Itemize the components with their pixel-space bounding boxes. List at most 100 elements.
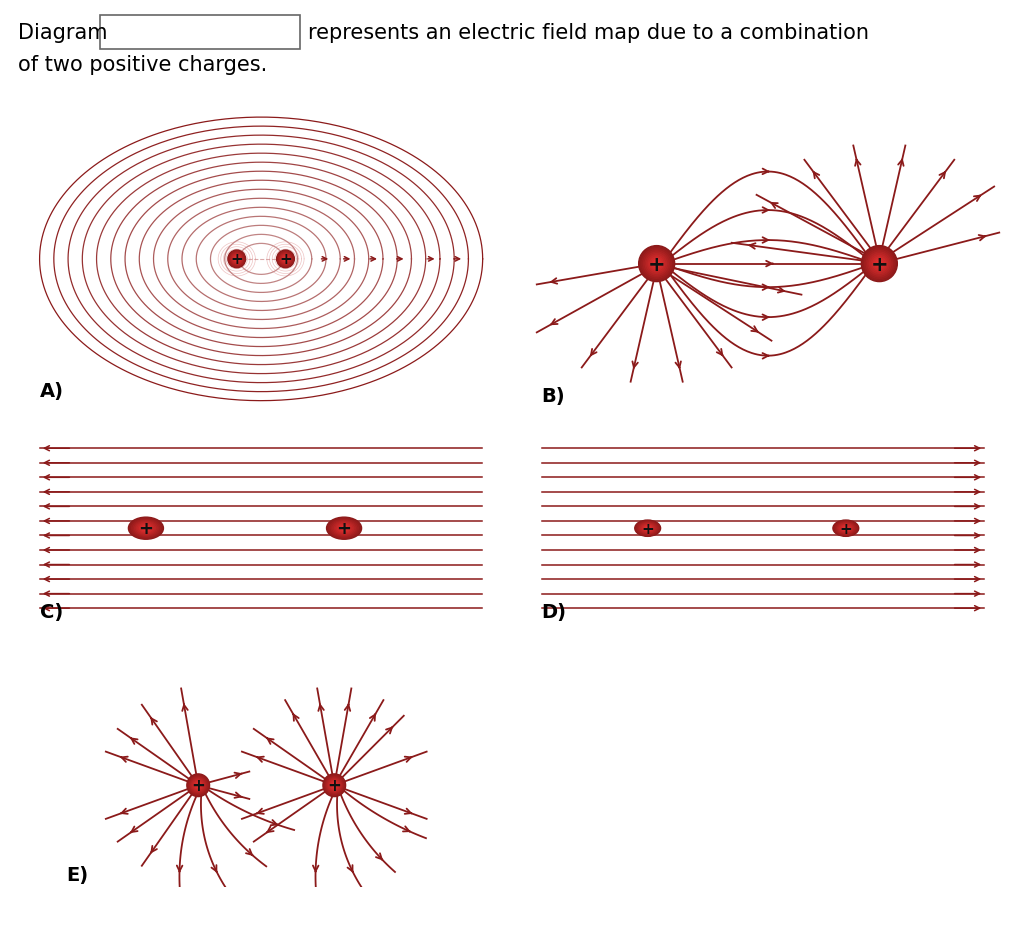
Circle shape bbox=[325, 776, 344, 795]
Circle shape bbox=[198, 784, 200, 786]
Circle shape bbox=[128, 517, 164, 540]
Text: A): A) bbox=[40, 381, 63, 401]
Circle shape bbox=[646, 528, 649, 530]
Circle shape bbox=[231, 254, 243, 265]
Circle shape bbox=[280, 253, 292, 266]
Circle shape bbox=[872, 258, 886, 271]
Circle shape bbox=[839, 524, 853, 533]
Circle shape bbox=[844, 527, 848, 531]
Circle shape bbox=[640, 248, 673, 280]
Circle shape bbox=[868, 253, 891, 276]
Circle shape bbox=[331, 783, 337, 788]
Circle shape bbox=[840, 525, 852, 532]
Circle shape bbox=[195, 782, 203, 789]
Circle shape bbox=[133, 520, 159, 537]
Circle shape bbox=[228, 251, 246, 268]
Circle shape bbox=[877, 261, 883, 267]
Circle shape bbox=[338, 525, 350, 532]
Circle shape bbox=[193, 779, 205, 792]
Circle shape bbox=[647, 255, 667, 274]
Circle shape bbox=[282, 256, 290, 263]
Circle shape bbox=[637, 522, 658, 535]
Circle shape bbox=[341, 527, 347, 531]
Circle shape bbox=[648, 256, 665, 273]
Circle shape bbox=[339, 526, 349, 531]
Circle shape bbox=[866, 251, 893, 278]
Circle shape bbox=[643, 526, 652, 531]
Circle shape bbox=[332, 784, 336, 787]
Circle shape bbox=[863, 248, 896, 280]
Circle shape bbox=[330, 782, 338, 789]
Circle shape bbox=[869, 255, 889, 274]
Circle shape bbox=[196, 783, 202, 788]
Circle shape bbox=[187, 775, 209, 796]
Circle shape bbox=[194, 781, 204, 790]
Circle shape bbox=[635, 520, 660, 537]
Circle shape bbox=[836, 522, 856, 535]
Text: +: + bbox=[230, 252, 243, 267]
Circle shape bbox=[191, 778, 206, 793]
Circle shape bbox=[333, 522, 355, 535]
Circle shape bbox=[645, 527, 650, 531]
Circle shape bbox=[639, 524, 656, 533]
Circle shape bbox=[328, 518, 360, 539]
Circle shape bbox=[335, 523, 353, 534]
Text: represents an electric field map due to a combination: represents an electric field map due to … bbox=[308, 23, 869, 43]
Circle shape bbox=[279, 252, 293, 267]
Circle shape bbox=[328, 779, 340, 792]
Circle shape bbox=[333, 784, 335, 786]
Text: +: + bbox=[328, 776, 341, 795]
Circle shape bbox=[283, 257, 289, 262]
Circle shape bbox=[838, 524, 854, 533]
Text: B): B) bbox=[541, 386, 564, 405]
Circle shape bbox=[643, 251, 670, 278]
Text: +: + bbox=[641, 521, 654, 536]
Circle shape bbox=[329, 781, 339, 790]
Circle shape bbox=[326, 777, 342, 794]
Circle shape bbox=[864, 249, 894, 279]
Text: C): C) bbox=[40, 602, 63, 621]
Circle shape bbox=[229, 252, 244, 267]
Circle shape bbox=[641, 524, 654, 533]
Circle shape bbox=[837, 523, 855, 534]
Text: +: + bbox=[840, 521, 852, 536]
Circle shape bbox=[284, 258, 287, 261]
Text: +: + bbox=[191, 776, 205, 795]
Circle shape bbox=[285, 259, 287, 261]
Circle shape bbox=[330, 519, 358, 538]
Circle shape bbox=[233, 257, 240, 262]
Circle shape bbox=[132, 519, 160, 538]
Text: E): E) bbox=[66, 865, 88, 884]
Circle shape bbox=[653, 261, 659, 267]
Circle shape bbox=[651, 260, 662, 269]
Circle shape bbox=[190, 777, 207, 794]
Circle shape bbox=[642, 249, 672, 279]
Text: +: + bbox=[280, 252, 292, 267]
Circle shape bbox=[639, 246, 675, 282]
Circle shape bbox=[636, 521, 659, 536]
Text: of two positive charges.: of two positive charges. bbox=[18, 55, 267, 75]
FancyBboxPatch shape bbox=[100, 16, 300, 50]
Circle shape bbox=[841, 526, 851, 531]
Circle shape bbox=[327, 517, 361, 540]
Circle shape bbox=[138, 524, 154, 533]
Circle shape bbox=[874, 260, 885, 269]
Circle shape bbox=[650, 258, 664, 271]
Circle shape bbox=[236, 258, 239, 261]
Circle shape bbox=[638, 523, 657, 534]
Text: +: + bbox=[870, 254, 888, 275]
Text: +: + bbox=[138, 519, 154, 538]
Circle shape bbox=[878, 262, 881, 266]
Circle shape bbox=[323, 774, 346, 797]
Text: D): D) bbox=[542, 602, 566, 621]
Text: +: + bbox=[648, 254, 666, 275]
Circle shape bbox=[655, 262, 658, 266]
Circle shape bbox=[228, 251, 245, 268]
Circle shape bbox=[336, 524, 352, 533]
Circle shape bbox=[231, 255, 242, 264]
Circle shape bbox=[234, 257, 240, 262]
Circle shape bbox=[835, 521, 857, 536]
Circle shape bbox=[276, 251, 294, 268]
Circle shape bbox=[283, 257, 288, 262]
Circle shape bbox=[280, 254, 291, 265]
